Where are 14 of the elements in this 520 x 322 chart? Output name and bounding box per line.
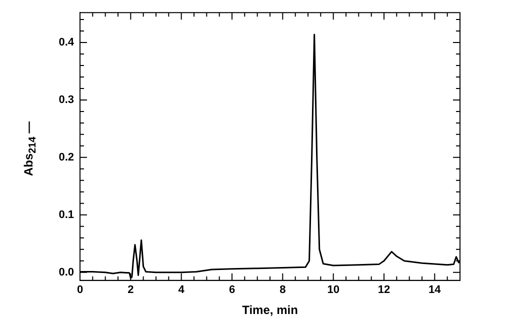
x-tick-label: 4: [178, 284, 186, 296]
y-tick-label: 0.3: [58, 94, 74, 106]
x-tick-label: 8: [280, 284, 286, 296]
x-tick-label: 14: [428, 284, 442, 296]
x-tick-label: 2: [128, 284, 134, 296]
x-axis-title: Time, min: [242, 303, 298, 318]
x-tick-label: 6: [228, 284, 236, 296]
y-tick-label: 0.1: [58, 208, 74, 221]
x-tick-label: 12: [378, 284, 390, 296]
y-tick-label: 0.2: [58, 151, 74, 164]
x-tick-label: 0: [76, 284, 84, 296]
x-tick-label: 10: [327, 284, 340, 296]
y-tick-label: 0.0: [58, 266, 74, 278]
y-tick-label: 0.4: [58, 36, 75, 49]
